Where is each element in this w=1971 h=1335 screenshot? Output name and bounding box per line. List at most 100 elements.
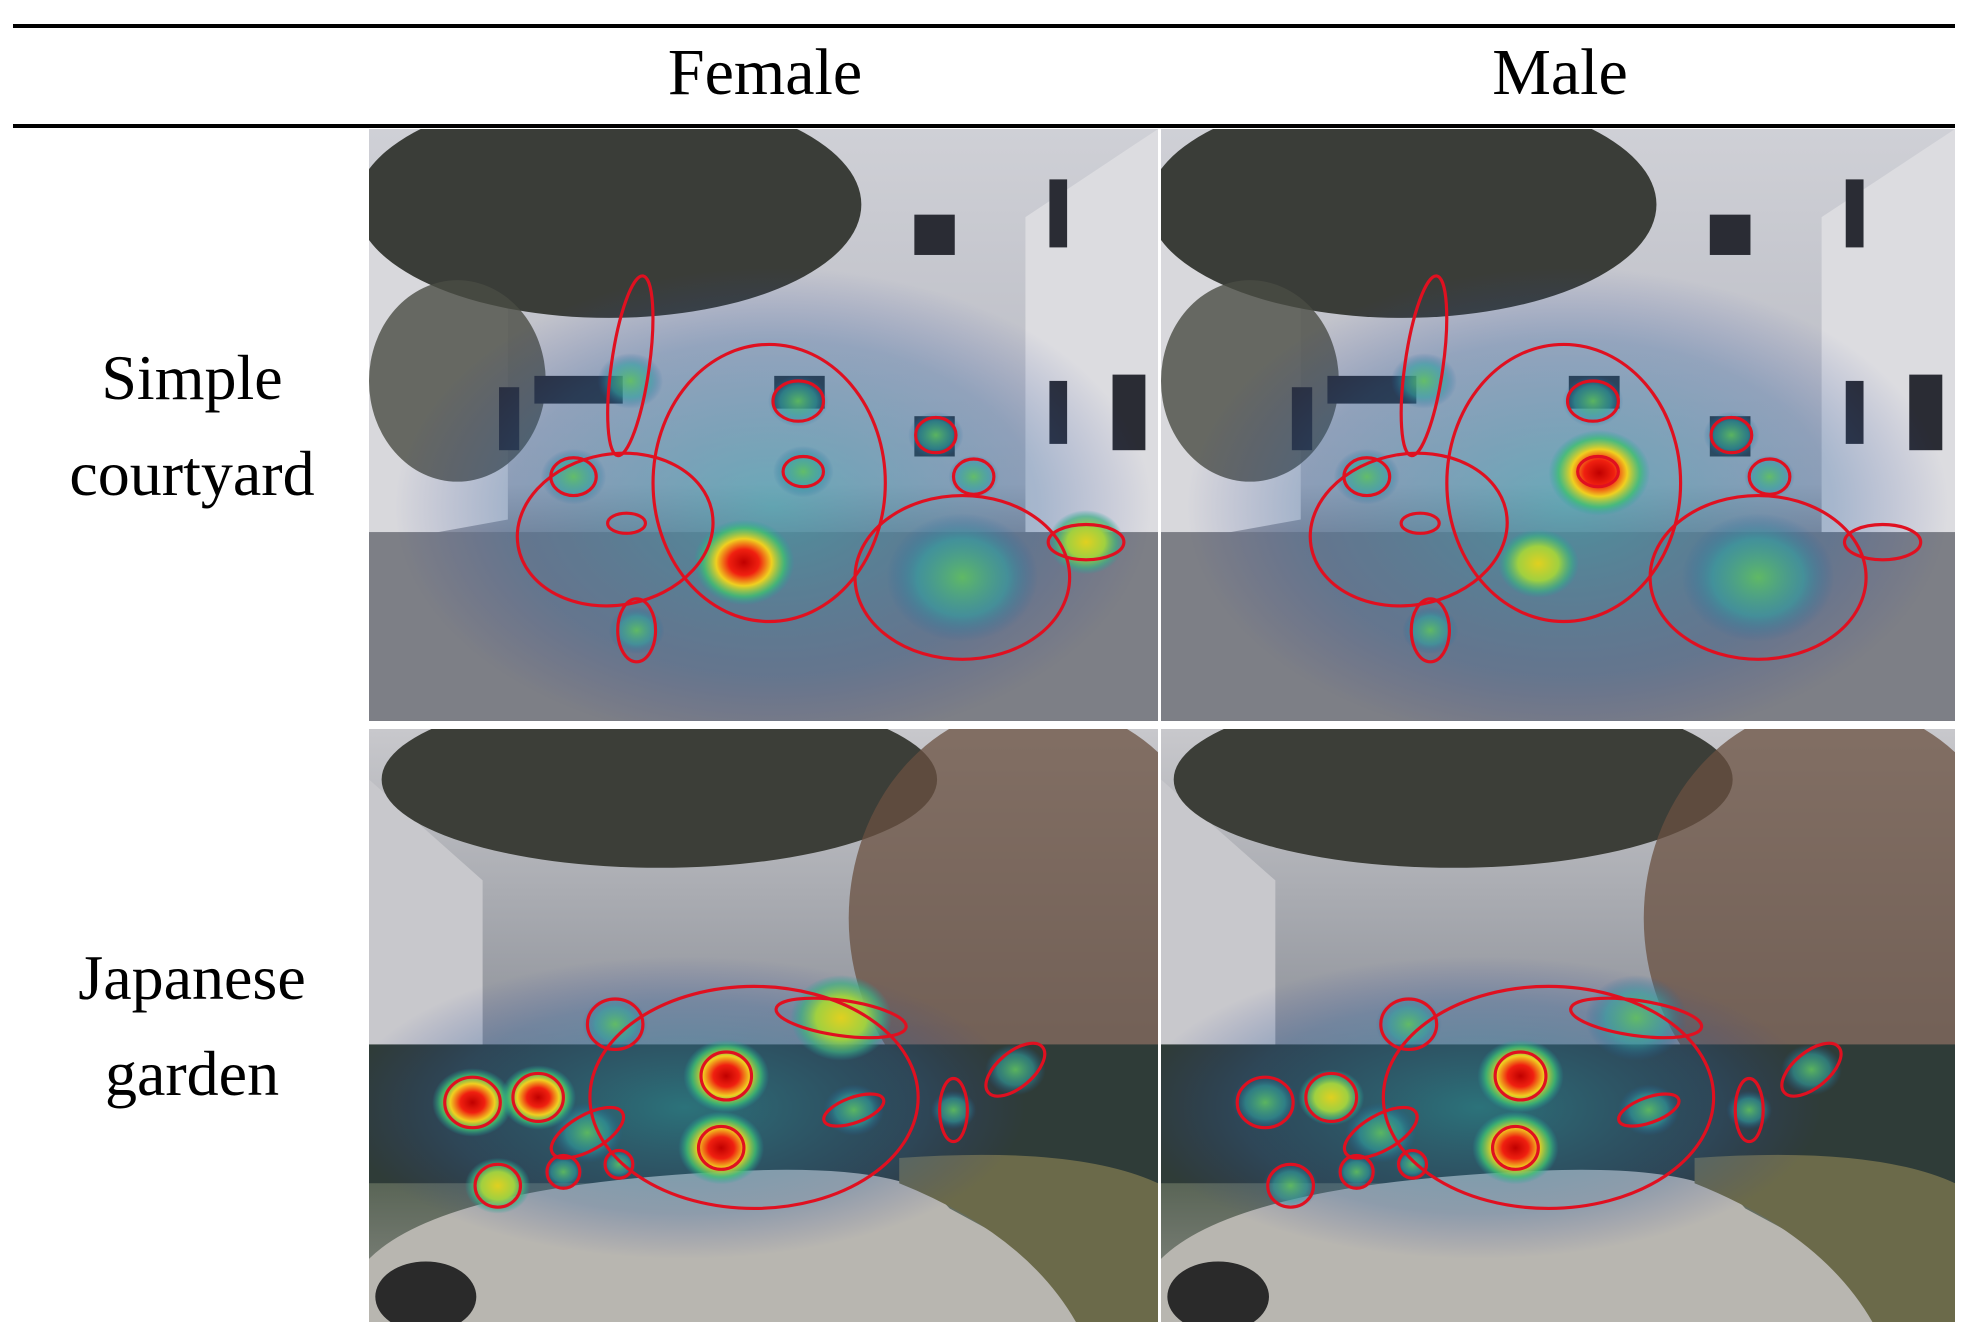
heat-spot: [1298, 1069, 1365, 1126]
heat-spot: [601, 1149, 637, 1180]
aoi-ellipse: [1342, 1105, 1419, 1160]
aoi-ellipse: [699, 1050, 754, 1102]
aoi-ellipse: [606, 511, 648, 535]
aoi-ellipse: [1617, 1092, 1681, 1128]
aoi-ellipse: [1648, 493, 1868, 661]
aoi-ellipse: [606, 274, 655, 458]
window: [914, 214, 955, 255]
aoi-ellipse: [938, 1076, 969, 1144]
aoi-ellipse: [1576, 454, 1620, 489]
heat-spot: [608, 606, 665, 654]
heat-spot: [1394, 1149, 1431, 1180]
heat-spot: [930, 1090, 977, 1130]
window: [1709, 214, 1751, 255]
heat-spot: [1548, 430, 1651, 516]
tree: [381, 729, 937, 868]
aoi-ellipse: [585, 997, 645, 1052]
heat-spot: [597, 353, 664, 409]
lawn: [1694, 1154, 1955, 1322]
heat-spot: [1262, 1162, 1319, 1210]
heat-spot: [985, 1043, 1046, 1096]
aoi-ellipse: [774, 996, 908, 1040]
aoi-ellipse: [1046, 522, 1126, 562]
aoi-ellipse: [1266, 1162, 1316, 1209]
heat-spot: [1780, 1043, 1842, 1096]
heat-spot: [1336, 1154, 1377, 1190]
aoi-ellipse: [822, 1092, 886, 1128]
heat-spot: [790, 975, 892, 1061]
aoi-ellipse: [1493, 1050, 1548, 1102]
heat-spot: [1618, 1084, 1680, 1136]
aoi-ellipse: [984, 1041, 1047, 1098]
heat-spot: [1232, 1074, 1299, 1131]
column-header: Female: [667, 36, 863, 109]
aoi-ellipse: [651, 342, 887, 624]
heatmap-image: [369, 129, 1158, 721]
heat-spot: [1390, 353, 1458, 409]
aoi-ellipse: [1338, 1153, 1375, 1190]
aoi-ellipse: [1379, 997, 1439, 1052]
header-rule: [13, 124, 1955, 128]
top-rule: [13, 24, 1955, 28]
aoi-ellipse: [951, 457, 996, 496]
heat-spot: [683, 1039, 770, 1113]
aoi-ellipse: [443, 1075, 502, 1130]
aoi-ellipse: [616, 597, 658, 664]
row-label: Japanese garden: [12, 930, 372, 1122]
heatmap-image: [1161, 129, 1955, 721]
aoi-ellipse: [1445, 342, 1683, 624]
heat-spot: [1681, 513, 1835, 642]
aoi-ellipse: [511, 1071, 565, 1123]
heat-spot: [772, 445, 834, 498]
aoi-ellipse: [696, 1124, 746, 1171]
heat-spot: [1375, 996, 1442, 1053]
aoi-ellipse: [1304, 1071, 1359, 1123]
heat-spot: [1402, 606, 1459, 654]
aoi-ellipse: [1565, 379, 1620, 423]
heatmap-image: [1161, 729, 1955, 1322]
heat-spot: [1726, 1090, 1773, 1130]
aoi-ellipse: [1396, 1148, 1429, 1180]
aoi-ellipse: [603, 1148, 635, 1180]
aoi-ellipse: [1399, 274, 1449, 458]
heat-spot: [543, 1154, 584, 1190]
aoi-ellipse: [1409, 597, 1451, 664]
row-label-line: courtyard: [69, 438, 315, 509]
aoi-ellipse: [1381, 984, 1716, 1211]
heat-spot: [1744, 455, 1795, 499]
aoi-ellipse: [1780, 1041, 1843, 1098]
heat-spot: [678, 1111, 765, 1185]
row-label-line: Japanese: [78, 942, 306, 1013]
aoi-ellipse: [771, 379, 826, 423]
aoi-ellipse: [1490, 1124, 1540, 1171]
heat-spot: [1345, 1102, 1417, 1163]
aoi-ellipse: [914, 415, 958, 455]
heat-spot: [1472, 1111, 1559, 1185]
heat-spot: [1585, 975, 1687, 1061]
heat-spot: [552, 1102, 623, 1163]
heat-spot: [1477, 1039, 1564, 1113]
aoi-ellipse: [1733, 1076, 1765, 1144]
aoi-ellipse: [1235, 1075, 1295, 1130]
column-header: Male: [1492, 36, 1628, 109]
heatmap-image: [369, 729, 1158, 1322]
row-label-line: garden: [104, 1038, 280, 1109]
heat-spot: [767, 375, 829, 427]
heat-spot: [823, 1084, 885, 1136]
aoi-ellipse: [545, 1153, 582, 1190]
aoi-ellipse: [588, 984, 920, 1211]
aoi-ellipse: [1747, 457, 1792, 496]
window: [1845, 179, 1864, 248]
heat-spot: [886, 513, 1039, 642]
lawn: [899, 1154, 1158, 1322]
aoi-ellipse: [1842, 522, 1923, 562]
rock: [375, 1261, 477, 1322]
rock: [1167, 1261, 1269, 1322]
window: [1049, 179, 1068, 248]
aoi-ellipse: [1399, 511, 1441, 535]
aoi-ellipse: [1709, 415, 1754, 455]
row-label: Simple courtyard: [12, 330, 372, 522]
heat-spot: [1497, 529, 1579, 598]
heat-spot: [948, 455, 999, 499]
aoi-ellipse: [473, 1162, 523, 1209]
